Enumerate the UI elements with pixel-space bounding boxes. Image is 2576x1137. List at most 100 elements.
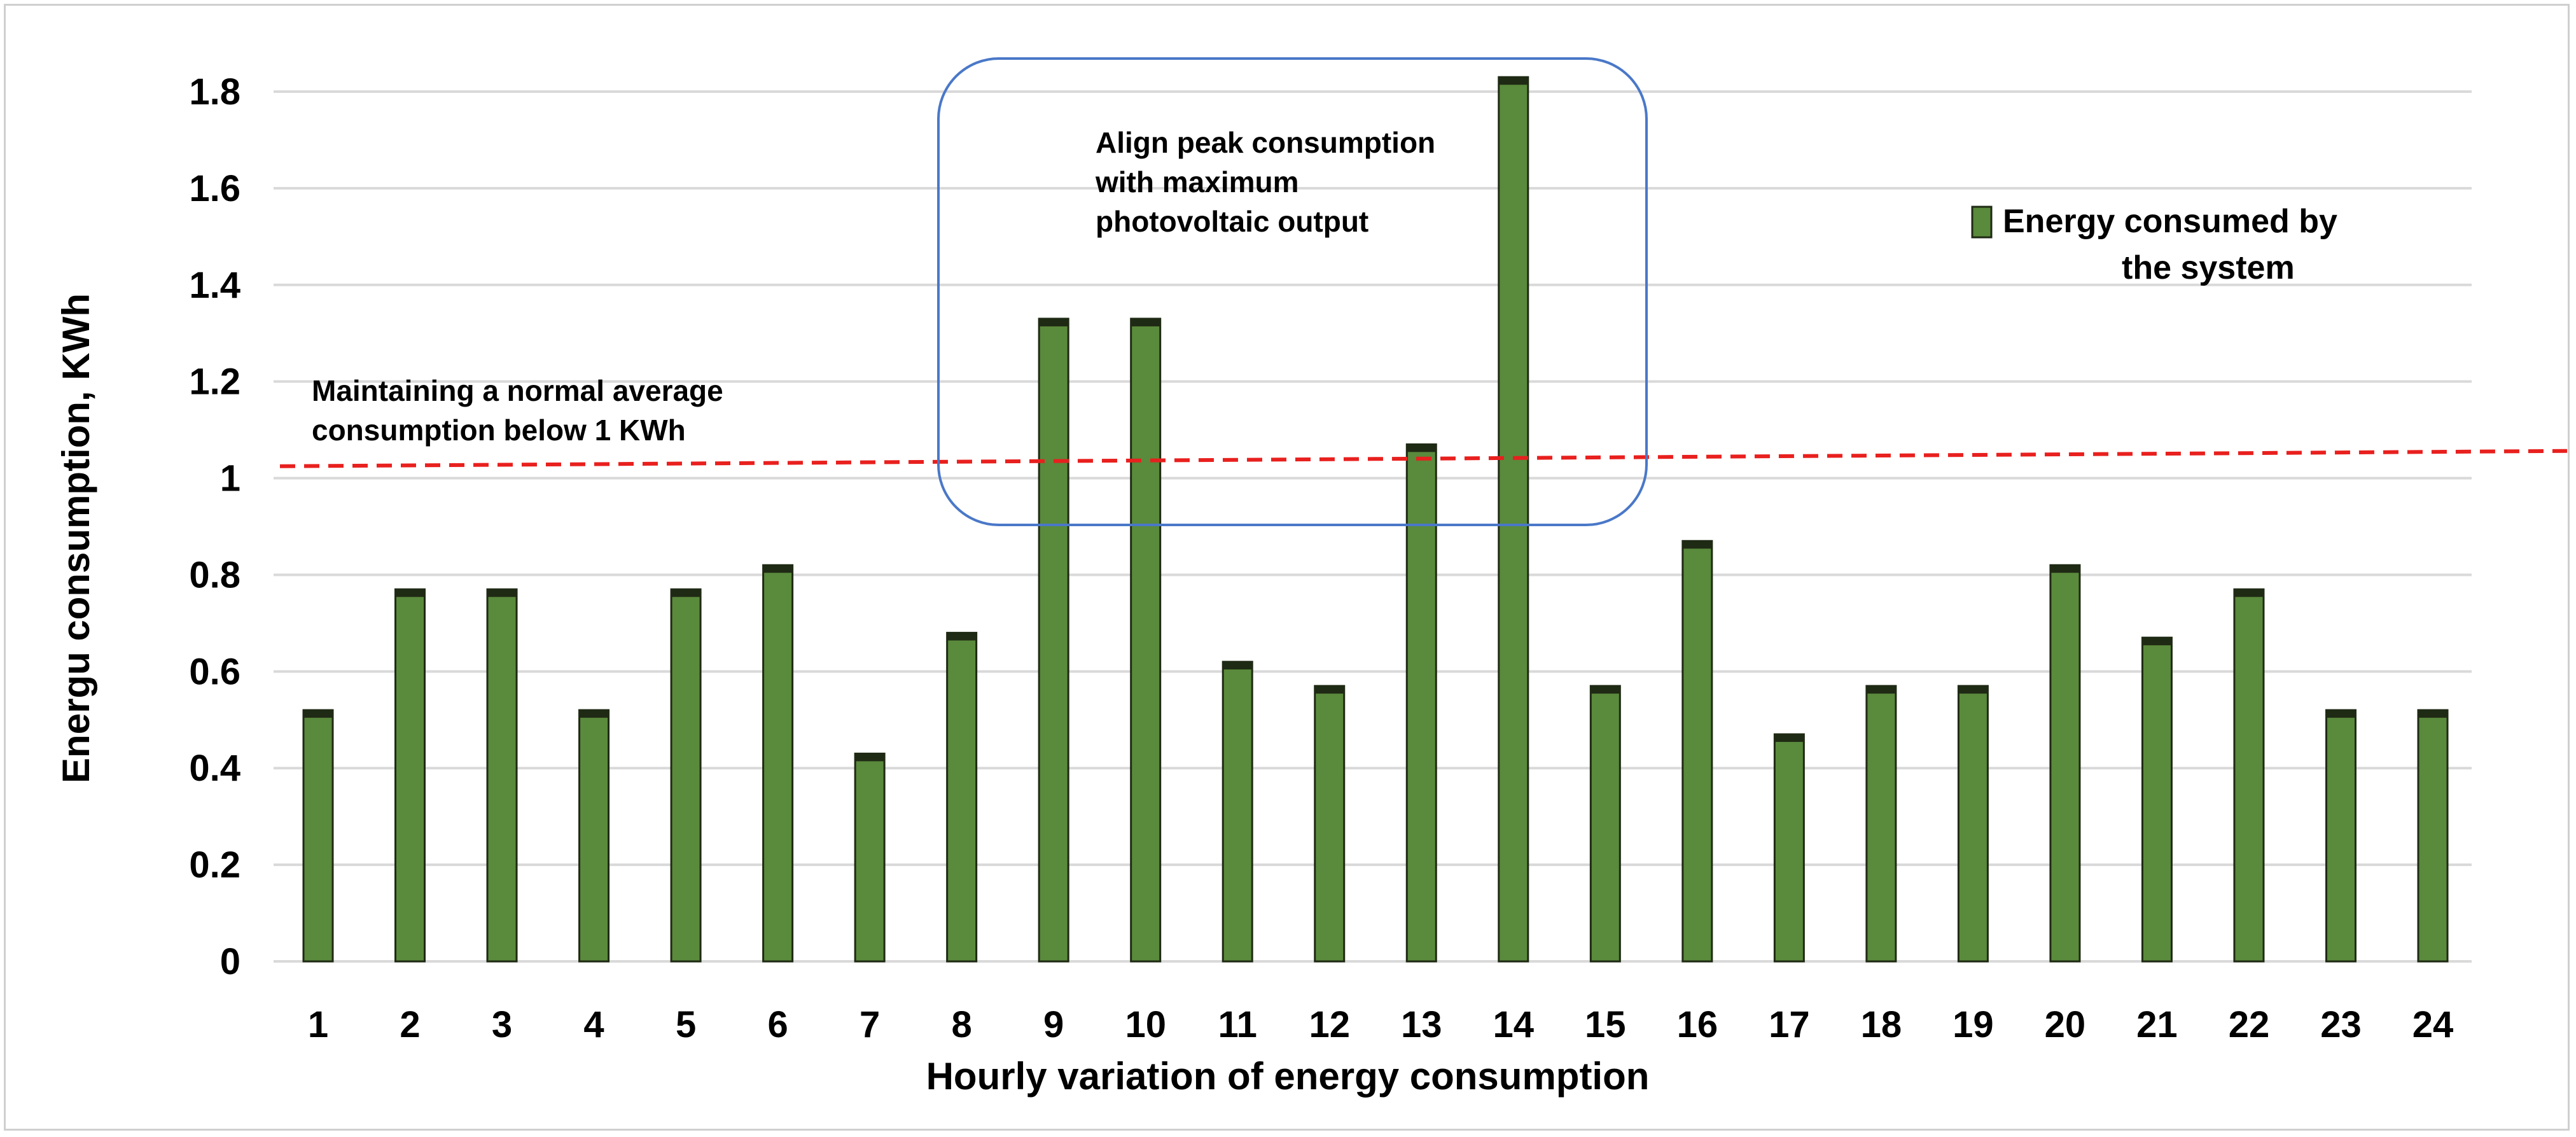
y-tick-label: 1.4 xyxy=(189,265,240,306)
x-axis-title: Hourly variation of energy consumption xyxy=(926,1055,1650,1098)
bar-body xyxy=(854,752,886,963)
bar-body xyxy=(1865,685,1897,963)
bar-body xyxy=(578,709,610,963)
y-tick-label: 0.4 xyxy=(189,748,240,789)
bar xyxy=(2141,636,2173,963)
y-tick-label: 0.6 xyxy=(189,651,240,692)
bar-body xyxy=(1222,660,1253,963)
bar xyxy=(486,588,518,963)
y-tick-label: 1 xyxy=(220,458,240,499)
bar-cap xyxy=(1866,686,1896,694)
x-tick-label: 21 xyxy=(2136,1004,2178,1045)
bar-body xyxy=(2049,564,2081,963)
bar-body xyxy=(2417,709,2449,963)
x-tick-label: 4 xyxy=(583,1004,604,1045)
x-tick-label: 16 xyxy=(1677,1004,1718,1045)
x-tick-label: 7 xyxy=(860,1004,880,1045)
x-tick-label: 19 xyxy=(1953,1004,1994,1045)
bar xyxy=(394,588,426,963)
bar-cap xyxy=(1039,318,1069,326)
y-tick-label: 0.8 xyxy=(189,554,240,596)
y-axis-ticks: 0 0.2 0.4 0.6 0.8 1 1.2 1.4 1.6 1.8 xyxy=(189,71,240,982)
bar-cap xyxy=(579,710,609,718)
average-annotation: Maintaining a normal average consumption… xyxy=(312,374,732,447)
bar-cap xyxy=(2234,589,2264,597)
bar xyxy=(762,564,794,963)
peak-highlight-box xyxy=(937,57,1648,526)
bar-cap xyxy=(395,589,425,597)
bar-body xyxy=(394,588,426,963)
legend-swatch xyxy=(1971,206,1993,239)
bar xyxy=(2049,564,2081,963)
x-axis-ticks: 1 2 3 4 5 6 7 8 9 10 11 12 13 14 15 16 17 18 19 20 21 22 23 24 xyxy=(308,1004,2453,1045)
bar xyxy=(578,709,610,963)
bar-body xyxy=(1314,685,1346,963)
x-tick-label: 12 xyxy=(1309,1004,1350,1045)
bar-cap xyxy=(2418,710,2447,718)
bar-body xyxy=(1589,685,1621,963)
bar-cap xyxy=(1223,662,1253,670)
y-tick-label: 1.6 xyxy=(189,168,240,209)
bar-body xyxy=(2233,588,2265,963)
bar-cap xyxy=(1774,734,1804,743)
bar xyxy=(946,632,978,963)
bar-body xyxy=(302,709,334,963)
bar-cap xyxy=(855,753,885,762)
bar-cap xyxy=(1682,541,1712,549)
chart-frame xyxy=(4,4,2570,1131)
bar-cap xyxy=(947,632,977,641)
average-annotation-line-1: Maintaining a normal average xyxy=(312,374,723,407)
x-tick-label: 15 xyxy=(1585,1004,1626,1045)
bar-body xyxy=(2141,636,2173,963)
bar-body xyxy=(1130,317,1162,963)
bar xyxy=(1773,733,1805,963)
bars xyxy=(302,76,2449,963)
bar xyxy=(854,752,886,963)
bar-cap xyxy=(1958,686,1988,694)
bar-cap xyxy=(487,589,517,597)
x-tick-label: 2 xyxy=(400,1004,420,1045)
bar xyxy=(302,709,334,963)
average-annotation-line-2: consumption below 1 KWh xyxy=(312,414,686,447)
x-tick-label: 24 xyxy=(2412,1004,2454,1045)
bar xyxy=(1314,685,1346,963)
bar-body xyxy=(670,588,702,963)
bar xyxy=(2325,709,2357,963)
bar xyxy=(2417,709,2449,963)
x-tick-label: 9 xyxy=(1043,1004,1064,1045)
bar xyxy=(1130,317,1162,963)
x-tick-label: 22 xyxy=(2229,1004,2270,1045)
bar-body xyxy=(2325,709,2357,963)
x-tick-label: 5 xyxy=(676,1004,696,1045)
x-tick-label: 23 xyxy=(2320,1004,2362,1045)
bar-cap xyxy=(1407,444,1437,452)
y-tick-label: 1.2 xyxy=(189,361,240,403)
y-tick-label: 0 xyxy=(220,941,240,982)
bar-body xyxy=(486,588,518,963)
x-tick-label: 1 xyxy=(308,1004,328,1045)
bar-cap xyxy=(2142,638,2172,646)
bar-cap xyxy=(2326,710,2356,718)
bar-cap xyxy=(671,589,701,597)
bar-body xyxy=(1498,76,1529,963)
x-tick-label: 20 xyxy=(2045,1004,2086,1045)
bar xyxy=(1405,443,1437,963)
bar xyxy=(2233,588,2265,963)
bar-body xyxy=(1681,540,1713,963)
bar xyxy=(1222,660,1253,963)
gridlines xyxy=(274,90,2472,963)
bar xyxy=(1865,685,1897,963)
x-tick-label: 18 xyxy=(1861,1004,1902,1045)
legend-label-line-2: the system xyxy=(2122,249,2295,286)
bar-cap xyxy=(1591,686,1620,694)
peak-annotation-line-1: Align peak consumption xyxy=(1096,126,1435,159)
bar-body xyxy=(1405,443,1437,963)
x-tick-label: 14 xyxy=(1493,1004,1535,1045)
legend-label-line-1: Energy consumed by xyxy=(2003,203,2337,240)
legend-label: Energy consumed by the system xyxy=(2003,203,2346,286)
peak-annotation-line-2: with maximum xyxy=(1095,165,1299,199)
x-tick-label: 6 xyxy=(767,1004,788,1045)
bar-body xyxy=(946,632,978,963)
bar xyxy=(1038,317,1069,963)
